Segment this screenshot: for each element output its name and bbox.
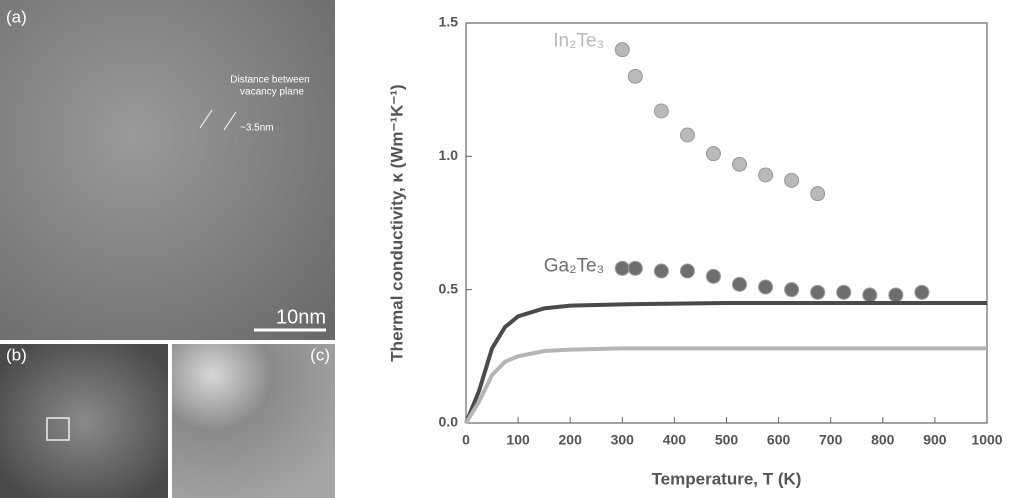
data-point xyxy=(758,167,774,183)
data-point xyxy=(705,146,721,162)
y-axis-label: Thermal conductivity, κ (Wm⁻¹K⁻¹) xyxy=(387,84,406,361)
data-point xyxy=(653,103,669,119)
data-point xyxy=(653,263,669,279)
y-tick-label: 0.5 xyxy=(439,280,459,296)
annotation: vacancy plane xyxy=(240,87,304,98)
x-tick-label: 0 xyxy=(462,432,470,448)
data-point xyxy=(836,284,852,300)
data-point xyxy=(784,172,800,188)
data-point xyxy=(627,260,643,276)
data-point xyxy=(679,127,695,143)
selection-box xyxy=(46,417,70,441)
data-point xyxy=(810,186,826,202)
y-tick-label: 1.5 xyxy=(439,14,459,30)
fft-image xyxy=(0,344,168,498)
data-point xyxy=(914,284,930,300)
data-point xyxy=(862,287,878,303)
tem-image xyxy=(0,0,335,340)
x-tick-label: 800 xyxy=(871,432,895,448)
x-tick-label: 700 xyxy=(819,432,843,448)
data-point xyxy=(627,68,643,84)
data-point xyxy=(732,276,748,292)
x-axis-label: Temperature, T (K) xyxy=(652,469,802,488)
x-tick-label: 300 xyxy=(611,432,635,448)
scale-bar-label: 10nm xyxy=(276,306,326,328)
y-tick-label: 0.0 xyxy=(439,414,459,430)
data-point xyxy=(705,268,721,284)
panel-label: (c) xyxy=(310,345,330,364)
x-tick-label: 100 xyxy=(506,432,530,448)
chart: 0 100 200 300 400 500 600 700 800 900 1000 0.0 0.5 1.… xyxy=(387,14,1002,489)
annotation: Distance between xyxy=(230,75,310,86)
panel-label: (b) xyxy=(6,345,27,364)
y-tick-label: 1.0 xyxy=(439,147,459,163)
data-point xyxy=(614,42,630,58)
x-tick-label: 900 xyxy=(923,432,947,448)
data-point xyxy=(732,156,748,172)
x-tick-label: 400 xyxy=(663,432,687,448)
data-point xyxy=(888,287,904,303)
series-label: In₂Te₃ xyxy=(553,31,604,52)
x-tick-label: 500 xyxy=(715,432,739,448)
model-curve xyxy=(464,346,987,425)
data-point xyxy=(679,263,695,279)
pointer xyxy=(223,111,237,131)
panel-label: (a) xyxy=(6,7,27,26)
data-point xyxy=(758,279,774,295)
model-curve xyxy=(464,301,987,424)
data-point xyxy=(784,282,800,298)
series-label: Ga₂Te₃ xyxy=(544,255,605,276)
plot-frame xyxy=(465,22,988,424)
filtered-image xyxy=(172,344,335,498)
x-tick-label: 1000 xyxy=(971,432,1002,448)
x-tick-label: 600 xyxy=(767,432,791,448)
x-tick-label: 200 xyxy=(559,432,583,448)
pointer xyxy=(199,109,213,129)
spacing-label: ~3.5nm xyxy=(240,123,274,134)
data-point xyxy=(810,284,826,300)
data-point xyxy=(614,260,630,276)
